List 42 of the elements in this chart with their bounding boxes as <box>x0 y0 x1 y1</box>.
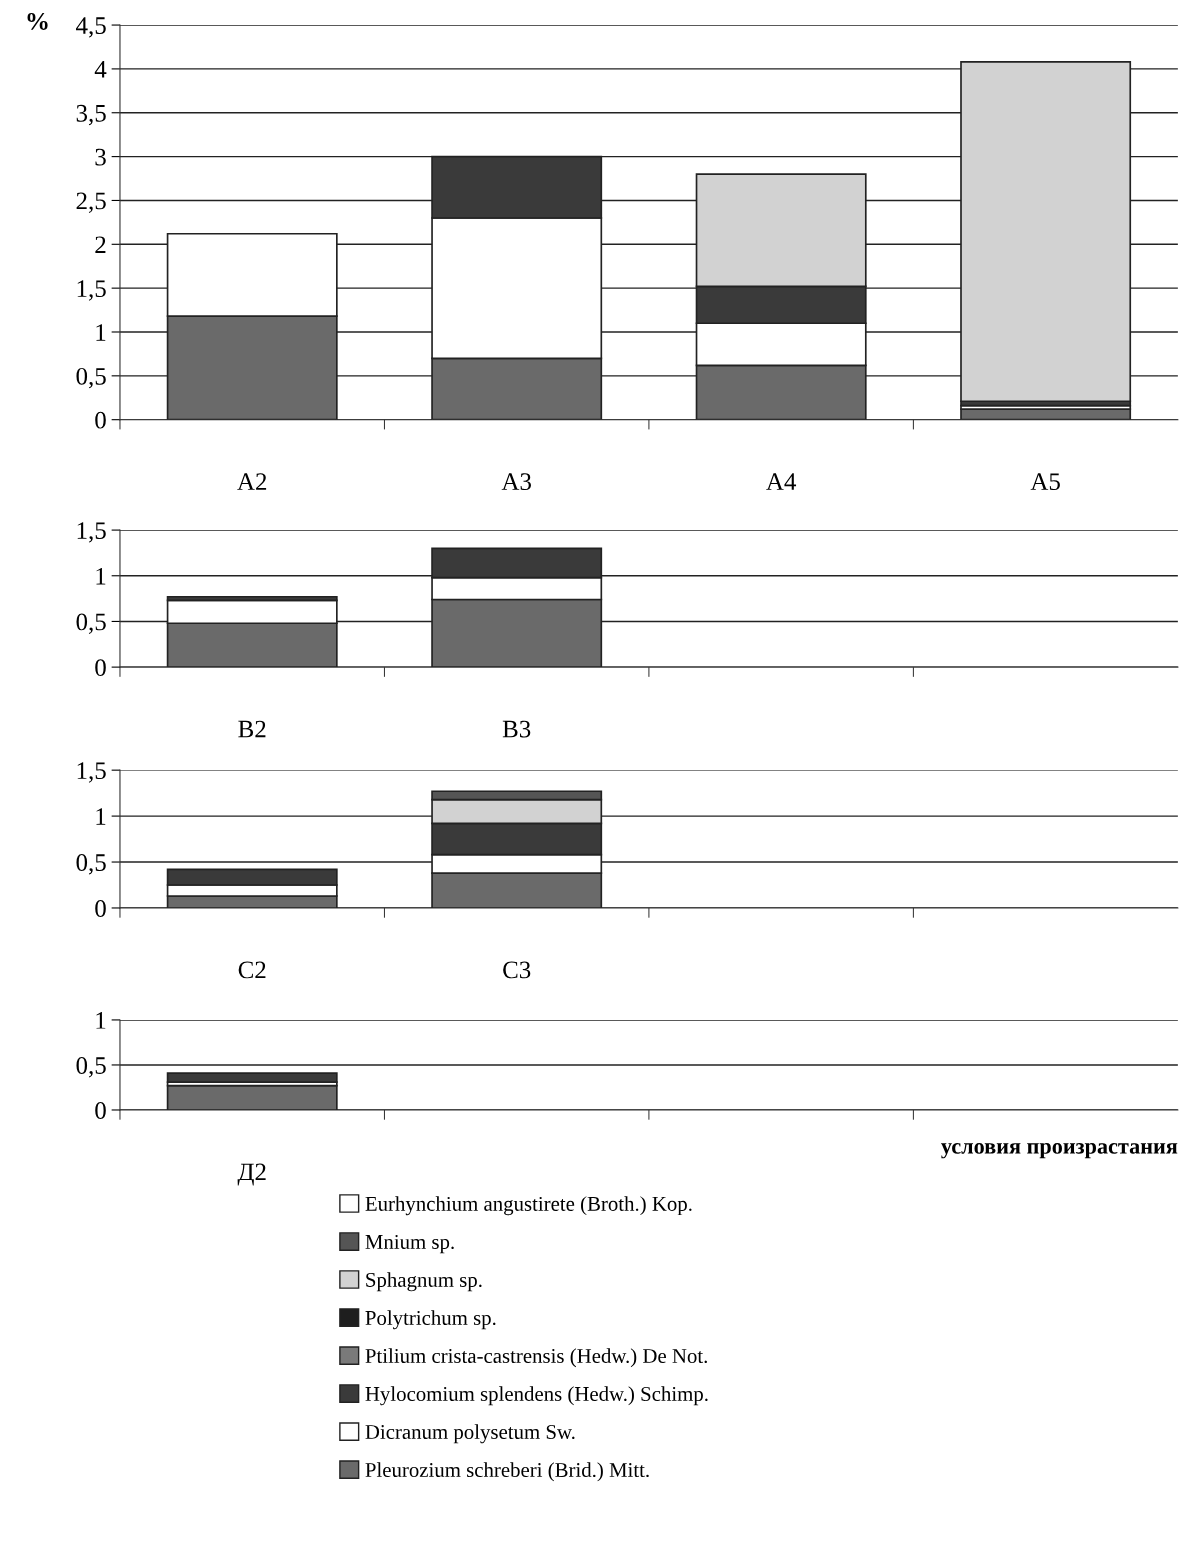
x-axis-title: условия произрастания <box>941 1143 1178 1159</box>
y-tick-label: 0 <box>95 900 106 917</box>
legend-label: Ptilium crista-castrensis (Hedw.) De Not. <box>365 1348 707 1368</box>
y-tick-label: 0,5 <box>76 1057 106 1078</box>
y-tick-label: 0,5 <box>76 367 106 389</box>
x-tick-label: С2 <box>238 961 266 979</box>
y-tick-label: 1,5 <box>77 280 106 301</box>
y-tick-label: 0,5 <box>76 854 106 875</box>
x-tick-label: В2 <box>238 720 266 738</box>
y-axis-title: % <box>27 12 48 30</box>
y-tick-label: 0 <box>95 411 106 429</box>
legend-label: Mnium sp. <box>365 1234 454 1254</box>
y-tick-label: 0,5 <box>76 613 106 634</box>
y-tick-label: 0 <box>95 1102 106 1119</box>
x-tick-label: А4 <box>766 473 797 490</box>
y-tick-label: 1,5 <box>77 522 106 543</box>
y-tick-label: 2,5 <box>76 192 106 213</box>
x-tick-label: С3 <box>503 961 531 979</box>
y-tick-label: 3,5 <box>76 104 106 126</box>
legend-label: Hylocomium splendens (Hedw.) Schimp. <box>365 1386 708 1406</box>
legend-label: Pleurozium schreberi (Brid.) Mitt. <box>365 1462 649 1482</box>
legend-label: Dicranum polysetum Sw. <box>365 1424 575 1444</box>
y-tick-label: 1 <box>96 324 106 341</box>
x-tick-label: А5 <box>1030 473 1060 491</box>
y-tick-label: 1,5 <box>77 762 106 783</box>
y-tick-label: 1 <box>96 808 106 825</box>
y-tick-label: 4 <box>94 61 107 78</box>
legend-label: Eurhynchium angustirete (Broth.) Kop. <box>365 1196 692 1216</box>
y-tick-label: 2 <box>95 236 106 253</box>
bar <box>166 1084 338 1110</box>
x-tick-label: В3 <box>502 720 531 738</box>
x-tick-label: Д2 <box>237 1163 266 1186</box>
x-tick-label: А2 <box>237 473 267 490</box>
y-tick-label: 1 <box>96 1012 106 1029</box>
legend-label: Sphagnum sp. <box>366 1272 482 1292</box>
y-tick-label: 1 <box>96 567 106 585</box>
y-tick-label: 0 <box>95 659 106 677</box>
bar <box>166 1072 338 1083</box>
legend-label: Polytrichum sp. <box>365 1310 496 1330</box>
y-tick-label: 4,5 <box>76 17 106 38</box>
y-tick-label: 3 <box>95 148 106 166</box>
x-tick-label: А3 <box>501 473 531 491</box>
